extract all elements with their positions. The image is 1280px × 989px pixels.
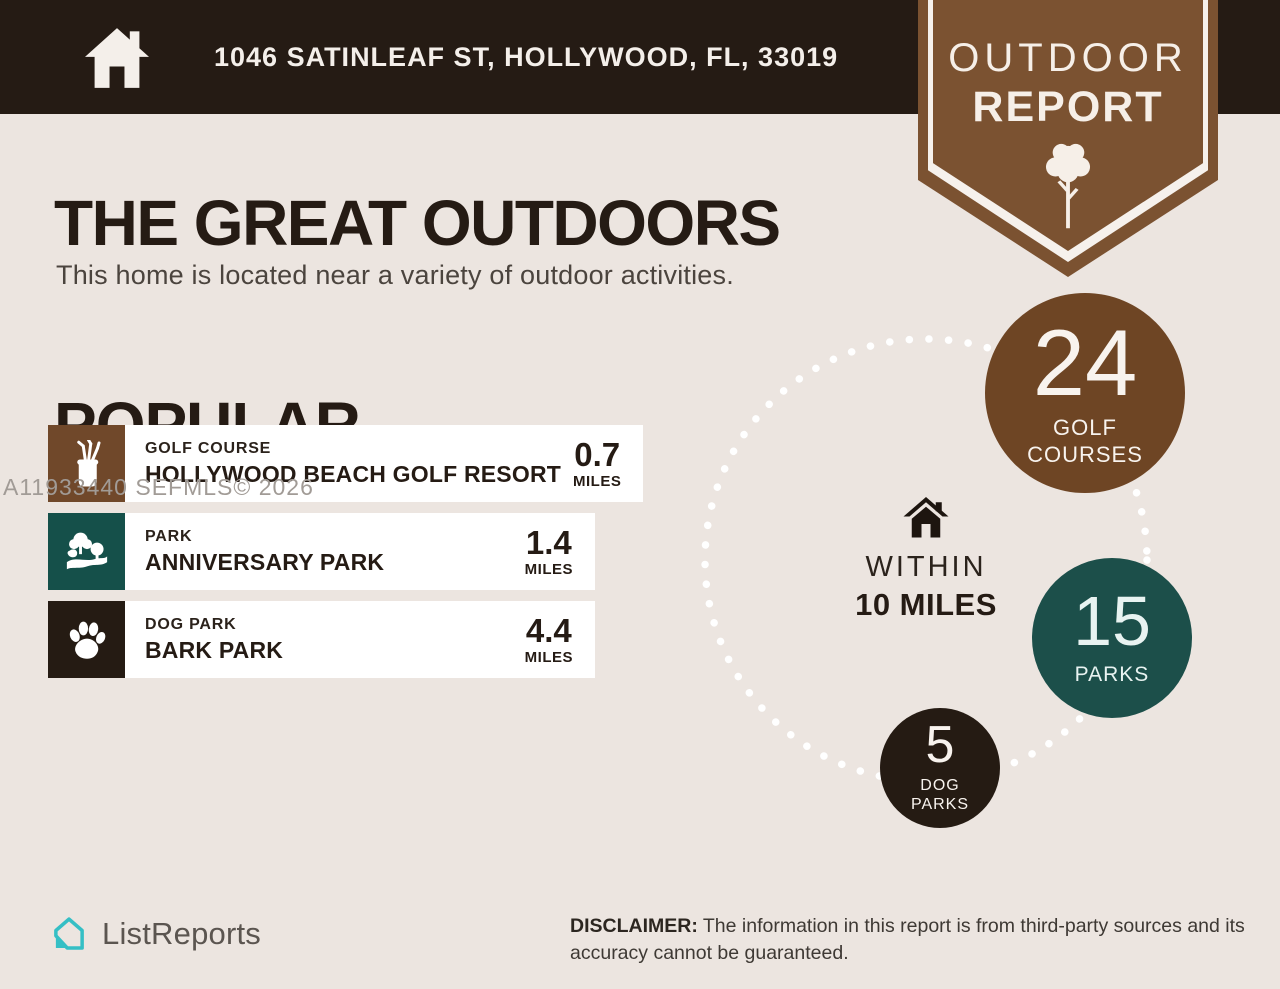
place-name: BARK PARK bbox=[145, 636, 284, 663]
park-trees-icon bbox=[48, 513, 125, 590]
list-item-body: PARK ANNIVERSARY PARK 1.4 MILES bbox=[125, 513, 595, 590]
outdoor-report-ribbon: OUTDOOR REPORT bbox=[918, 0, 1218, 277]
home-icon bbox=[85, 28, 149, 88]
listreports-logo-icon bbox=[54, 917, 84, 950]
place-name: HOLLYWOOD BEACH GOLF RESORT bbox=[145, 460, 561, 487]
distance-value: 1.4 bbox=[525, 523, 572, 561]
stat-circle-parks: 15 PARKS bbox=[1032, 558, 1192, 718]
list-item-body: DOG PARK BARK PARK 4.4 MILES bbox=[125, 601, 595, 678]
ribbon-title-line2: REPORT bbox=[972, 83, 1164, 131]
list-item-text: DOG PARK BARK PARK bbox=[145, 616, 283, 664]
golf-bag-icon bbox=[48, 425, 125, 502]
stat-label: DOG PARKS bbox=[910, 776, 970, 814]
distance: 4.4 MILES bbox=[513, 614, 573, 666]
list-item-body: GOLF COURSE HOLLYWOOD BEACH GOLF RESORT … bbox=[125, 425, 644, 502]
stat-value: 5 bbox=[925, 716, 955, 775]
category-label: GOLF COURSE bbox=[145, 439, 272, 457]
home-icon-center bbox=[903, 497, 949, 538]
stat-circle-dog-parks: 5 DOG PARKS bbox=[880, 708, 1000, 828]
ribbon-content: OUTDOOR REPORT bbox=[918, 0, 1218, 239]
stat-value: 24 bbox=[1032, 309, 1138, 415]
brand-name: ListReports bbox=[102, 916, 261, 951]
radius-label: WITHIN 10 MILES bbox=[826, 496, 1026, 623]
property-address: 1046 SATINLEAF ST, HOLLYWOOD, FL, 33019 bbox=[214, 41, 839, 72]
stat-circle-golf-courses: 24 GOLF COURSES bbox=[985, 293, 1185, 493]
listreports-brand: ListReports bbox=[48, 913, 261, 955]
disclaimer-text: The information in this report is from t… bbox=[570, 915, 1245, 965]
radius-label-line2: 10 MILES bbox=[855, 587, 997, 622]
distance-unit: MILES bbox=[573, 472, 622, 490]
tree-icon bbox=[1045, 143, 1091, 229]
category-label: DOG PARK bbox=[145, 615, 237, 633]
stat-label: GOLF COURSES bbox=[1027, 414, 1143, 467]
distance-value: 0.7 bbox=[574, 435, 621, 473]
mls-watermark: A11933440 SEFMLS© 2026 bbox=[3, 474, 314, 500]
disclaimer-label: DISCLAIMER: bbox=[570, 915, 698, 937]
distance-unit: MILES bbox=[524, 648, 573, 666]
distance-unit: MILES bbox=[524, 560, 573, 578]
popular-list: GOLF COURSE HOLLYWOOD BEACH GOLF RESORT … bbox=[48, 425, 644, 689]
list-item-dog-park: DOG PARK BARK PARK 4.4 MILES bbox=[48, 601, 595, 678]
list-item-golf-course: GOLF COURSE HOLLYWOOD BEACH GOLF RESORT … bbox=[48, 425, 644, 502]
disclaimer: DISCLAIMER: The information in this repo… bbox=[570, 913, 1260, 968]
place-name: ANNIVERSARY PARK bbox=[145, 548, 385, 575]
list-item-text: GOLF COURSE HOLLYWOOD BEACH GOLF RESORT bbox=[145, 440, 561, 488]
radius-label-line1: WITHIN bbox=[865, 551, 987, 583]
page-title: THE GREAT OUTDOORS bbox=[54, 186, 781, 259]
distance-value: 4.4 bbox=[525, 611, 572, 649]
list-item-park: PARK ANNIVERSARY PARK 1.4 MILES bbox=[48, 513, 595, 590]
category-label: PARK bbox=[145, 527, 193, 545]
paw-icon bbox=[48, 601, 125, 678]
stat-label: PARKS bbox=[1074, 663, 1150, 687]
ribbon-title-line1: OUTDOOR bbox=[948, 36, 1188, 80]
stat-value: 15 bbox=[1073, 581, 1151, 660]
distance: 1.4 MILES bbox=[513, 526, 573, 578]
distance: 0.7 MILES bbox=[561, 438, 621, 490]
page-subtitle: This home is located near a variety of o… bbox=[56, 260, 734, 290]
list-item-text: PARK ANNIVERSARY PARK bbox=[145, 528, 384, 576]
